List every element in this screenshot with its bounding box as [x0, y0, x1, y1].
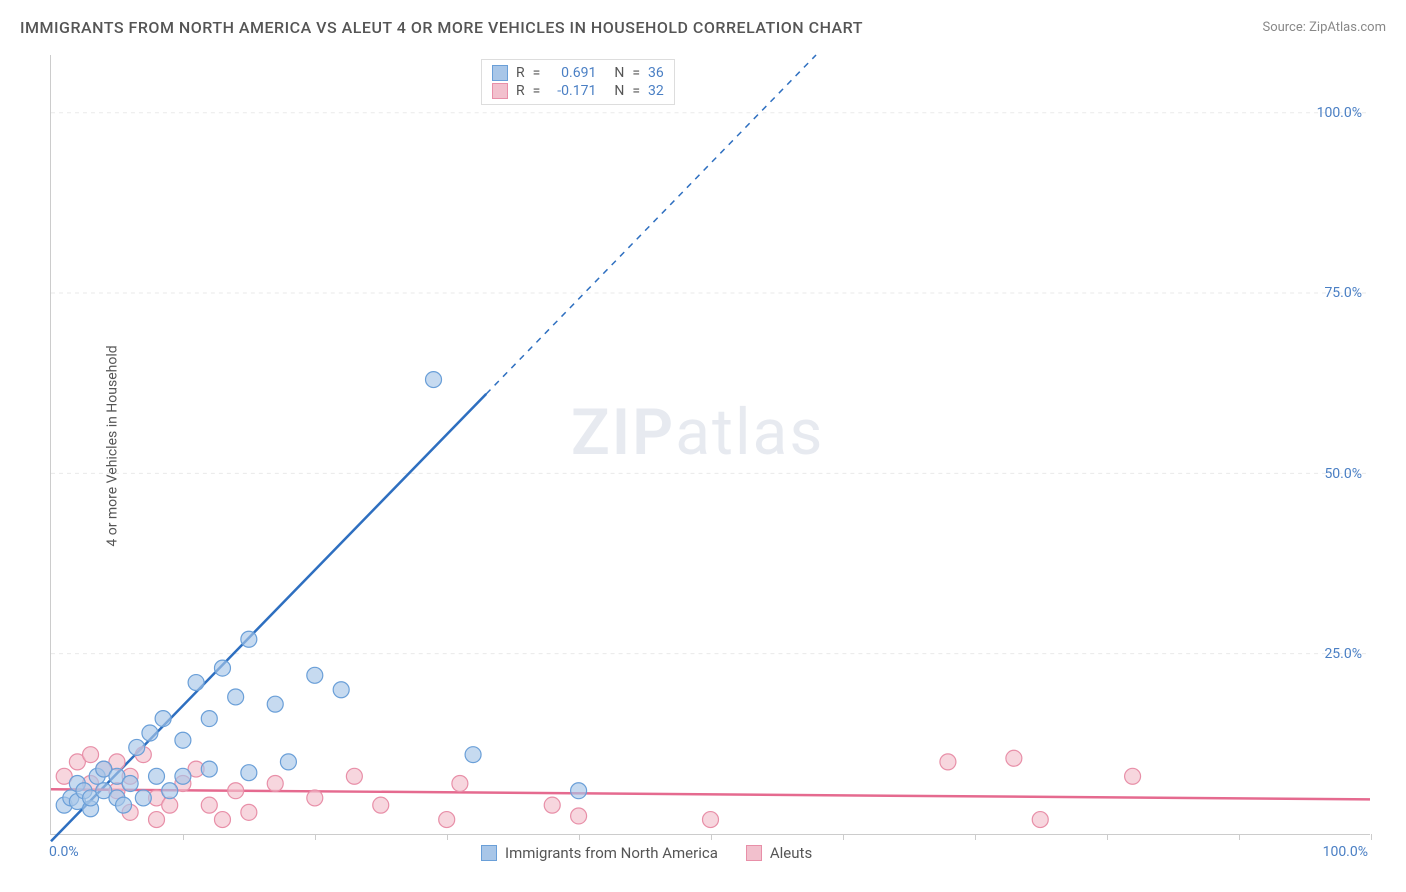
- r-value-b: -0.171: [548, 83, 596, 99]
- x-tick: [711, 834, 712, 840]
- x-tick: [1239, 834, 1240, 840]
- y-tick-label: 25.0%: [1324, 646, 1362, 662]
- bottom-legend: Immigrants from North America Aleuts: [481, 844, 812, 862]
- chart-svg: [51, 55, 1370, 834]
- n-value-a: 36: [648, 65, 664, 81]
- eq2: =: [632, 65, 640, 81]
- r-label-b: R: [516, 83, 525, 99]
- swatch-series-b: [492, 83, 508, 99]
- y-tick-label: 50.0%: [1324, 466, 1362, 482]
- y-tick-label: 75.0%: [1324, 285, 1362, 301]
- x-tick: [1371, 834, 1372, 840]
- legend-row-series-b: R = -0.171 N = 32: [492, 82, 664, 100]
- x-start-label: 0.0%: [49, 844, 79, 860]
- x-tick: [315, 834, 316, 840]
- series-a-name: Immigrants from North America: [505, 844, 718, 862]
- x-tick: [975, 834, 976, 840]
- swatch-series-a: [492, 65, 508, 81]
- x-tick: [183, 834, 184, 840]
- plot-area: ZIPatlas R = 0.691 N = 36 R = -0.171 N =…: [50, 55, 1370, 835]
- bottom-legend-item-b: Aleuts: [746, 844, 812, 862]
- eq4: =: [632, 83, 640, 99]
- swatch-bottom-b: [746, 845, 762, 861]
- x-end-label: 100.0%: [1323, 844, 1368, 860]
- eq: =: [533, 65, 541, 81]
- n-label: N: [614, 65, 624, 81]
- n-label-b: N: [614, 83, 624, 99]
- chart-title: IMMIGRANTS FROM NORTH AMERICA VS ALEUT 4…: [20, 18, 863, 37]
- eq3: =: [533, 83, 541, 99]
- legend-row-series-a: R = 0.691 N = 36: [492, 64, 664, 82]
- x-tick: [843, 834, 844, 840]
- x-tick: [579, 834, 580, 840]
- y-tick-label: 100.0%: [1317, 105, 1362, 121]
- x-tick: [447, 834, 448, 840]
- title-bar: IMMIGRANTS FROM NORTH AMERICA VS ALEUT 4…: [20, 18, 1386, 37]
- correlation-legend: R = 0.691 N = 36 R = -0.171 N = 32: [481, 59, 675, 105]
- series-b-name: Aleuts: [770, 844, 812, 862]
- r-value-a: 0.691: [548, 65, 596, 81]
- n-value-b: 32: [648, 83, 664, 99]
- r-label: R: [516, 65, 525, 81]
- x-tick: [1107, 834, 1108, 840]
- source-label: Source: ZipAtlas.com: [1262, 20, 1386, 35]
- swatch-bottom-a: [481, 845, 497, 861]
- bottom-legend-item-a: Immigrants from North America: [481, 844, 718, 862]
